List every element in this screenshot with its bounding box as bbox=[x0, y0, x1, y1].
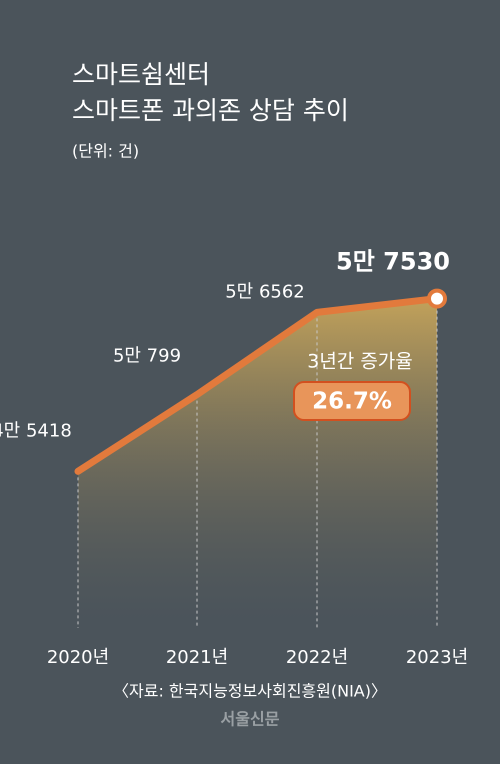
source: 〈자료: 한국지능정보사회진흥원(NIA)〉 bbox=[113, 682, 387, 701]
annotation-box bbox=[293, 381, 411, 421]
annotation-label: 3년간 증가율 bbox=[307, 351, 413, 373]
x-tick-label: 2020년 bbox=[47, 647, 109, 668]
plot: 2020년 2021년 2022년 2023년 4만 5418 5만 799 5만 6562… bbox=[0, 248, 468, 668]
data-label: 5만 7530 bbox=[336, 248, 450, 276]
chart-subtitle: (단위: 건) bbox=[72, 142, 139, 161]
annotation-value: 26.7% bbox=[312, 389, 392, 415]
credit: 서울신문 bbox=[221, 710, 280, 729]
data-label: 4만 5418 bbox=[0, 420, 72, 441]
data-label: 5만 799 bbox=[113, 346, 181, 367]
x-tick-label: 2021년 bbox=[166, 647, 228, 668]
x-tick-label: 2022년 bbox=[286, 647, 348, 668]
x-tick-label: 2023년 bbox=[406, 647, 468, 668]
chart-title: 스마트쉼센터 bbox=[72, 60, 210, 89]
chart-title: 스마트폰 과의존 상담 추이 bbox=[72, 96, 349, 125]
data-label: 5만 6562 bbox=[225, 281, 305, 302]
point bbox=[427, 288, 447, 309]
line bbox=[74, 295, 441, 475]
area bbox=[78, 298, 437, 620]
